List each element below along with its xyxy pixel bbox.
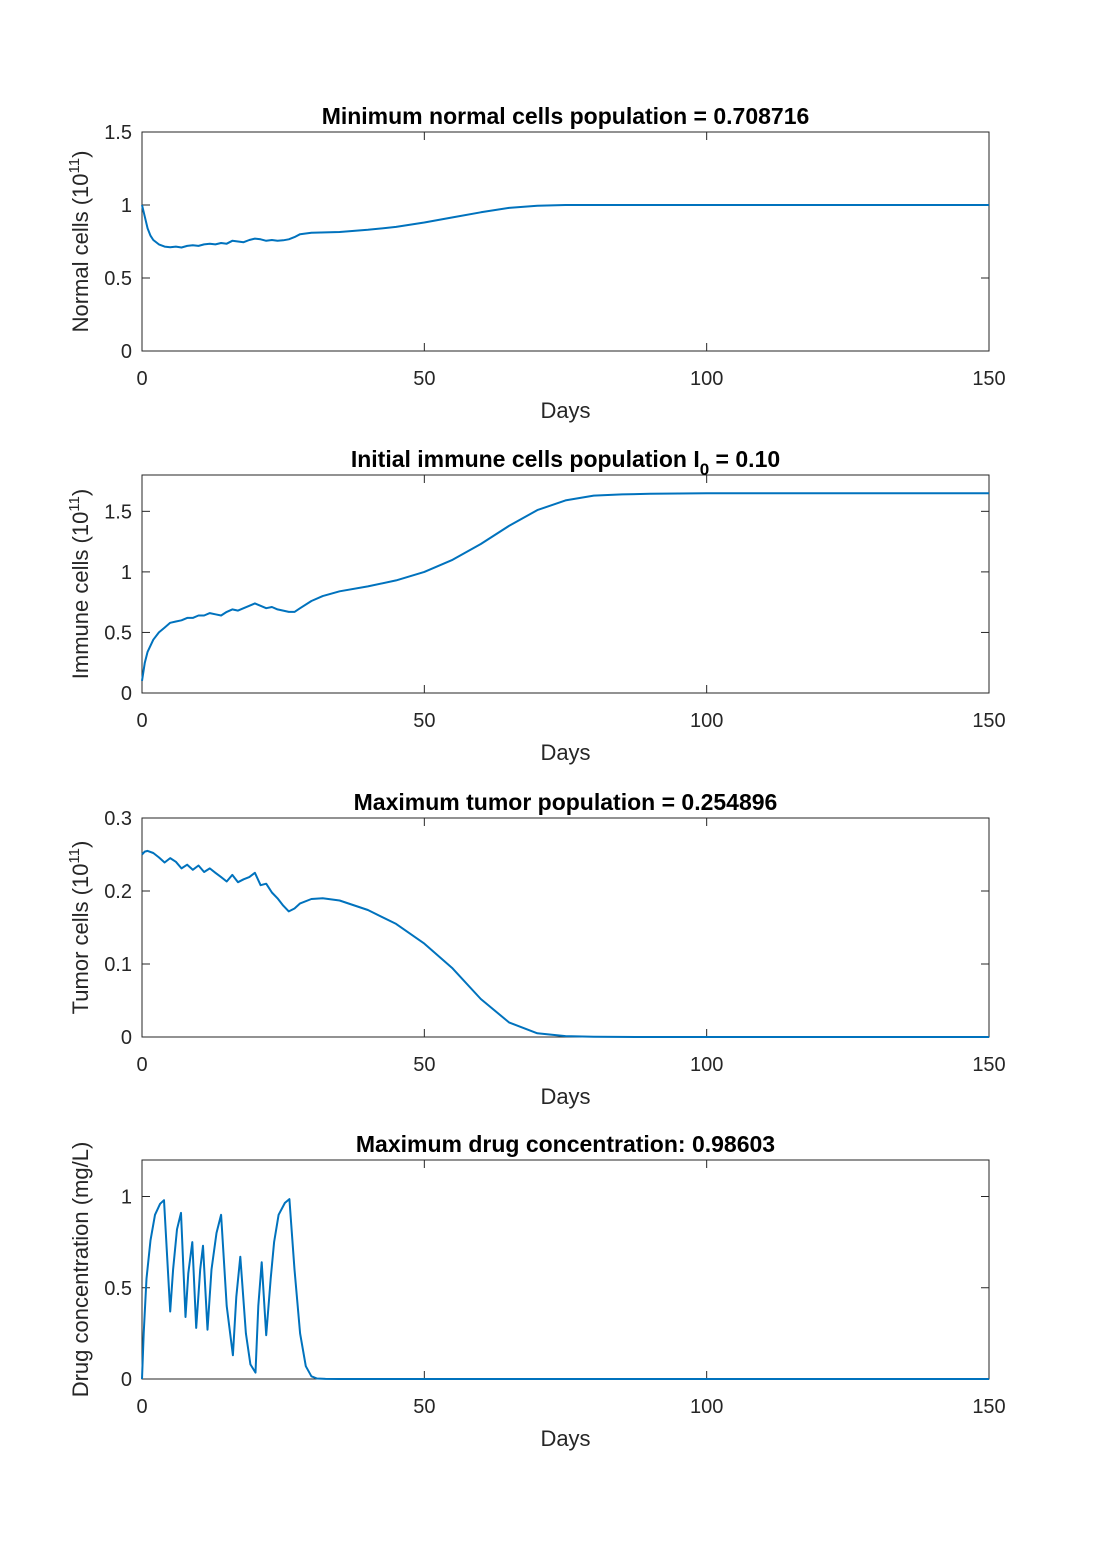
y-tick-label: 1.5 [104,122,132,144]
y-axis-label: Normal cells (1011) [66,151,93,333]
y-tick-label: 0.5 [104,268,132,290]
y-axis-label-superscript: 11 [66,496,83,512]
y-axis-label-text: Immune cells (10 [68,512,93,680]
x-tick-label: 100 [690,368,723,390]
x-tick-label: 50 [413,368,435,390]
x-tick-label: 0 [136,368,147,390]
axes-box [141,474,990,694]
y-axis-label-tail: ) [68,489,93,496]
y-axis-label-superscript: 11 [66,158,83,174]
series-line-1 [141,204,989,249]
y-axis-label-tail: ) [68,151,93,158]
x-axis-label: Days [540,740,590,765]
y-axis-label: Drug concentration (mg/L) [68,1142,93,1398]
chart-title-subscript: 0 [700,460,709,479]
y-tick-label: 0.3 [104,808,132,830]
x-tick-label: 50 [413,1054,435,1076]
x-tick-label: 100 [690,1054,723,1076]
y-tick-label: 0 [121,1027,132,1049]
x-axis-label: Days [540,398,590,423]
chart-title: Maximum drug concentration: 0.98603 [356,1131,775,1157]
chart-title-text: Initial immune cells population I [351,446,700,472]
y-tick-label: 0.5 [104,1278,132,1300]
x-tick-label: 150 [972,1396,1005,1418]
axes-box [141,817,990,1038]
y-tick-label: 0 [121,1369,132,1391]
series-line-1 [141,849,989,1038]
x-tick-label: 50 [413,1396,435,1418]
y-axis-label-text: Drug concentration (mg/L) [68,1142,93,1398]
y-axis-label: Tumor cells (1011) [66,841,93,1015]
y-axis-label: Immune cells (1011) [66,489,93,679]
y-axis-label-text: Tumor cells (10 [68,864,93,1015]
subplot-2: 0 50 100 150 0 0.5 1 1.5 Initial immune cells po… [66,446,1006,765]
subplot-4: 0 50 100 150 0 0.5 1 Maximum drug concentration… [68,1131,1006,1451]
axes-box [141,1159,990,1380]
chart-title: Initial immune cells population I0 = 0.1… [351,446,780,479]
y-tick-label: 1 [121,195,132,217]
x-tick-label: 100 [690,1396,723,1418]
x-tick-label: 50 [413,710,435,732]
x-tick-label: 100 [690,710,723,732]
x-tick-label: 150 [972,368,1005,390]
y-tick-label: 1 [121,562,132,584]
y-tick-label: 0.2 [104,881,132,903]
subplot-1: 0 50 100 150 0 0.5 1 1.5 Minimum normal cells po… [66,103,1006,423]
y-tick-label: 1.5 [104,501,132,523]
x-tick-label: 150 [972,710,1005,732]
chart-title-text: Maximum tumor population = 0.254896 [354,789,778,815]
chart-title-text: Maximum drug concentration: 0.98603 [356,1131,775,1157]
x-axis-label: Days [540,1084,590,1109]
chart-title: Minimum normal cells population = 0.7087… [322,103,810,129]
chart-title-tail: = 0.10 [709,446,780,472]
chart-title-text: Minimum normal cells population = 0.7087… [322,103,810,129]
x-tick-label: 0 [136,1396,147,1418]
y-tick-label: 0.1 [104,954,132,976]
y-tick-label: 0 [121,341,132,363]
series-line-1 [141,1198,989,1380]
axes-box [141,131,990,352]
x-tick-label: 0 [136,710,147,732]
y-axis-label-superscript: 11 [66,848,83,864]
x-tick-label: 0 [136,1054,147,1076]
subplot-3: 0 50 100 150 0 0.1 0.2 0.3 Maximum tumor populat… [66,789,1006,1109]
chart-title: Maximum tumor population = 0.254896 [354,789,778,815]
y-axis-label-tail: ) [68,841,93,848]
y-axis-label-text: Normal cells (10 [68,173,93,332]
x-axis-label: Days [540,1426,590,1451]
x-tick-label: 150 [972,1054,1005,1076]
series-line-1 [141,492,989,682]
y-tick-label: 0.5 [104,622,132,644]
y-tick-label: 0 [121,683,132,705]
y-tick-label: 1 [121,1187,132,1209]
